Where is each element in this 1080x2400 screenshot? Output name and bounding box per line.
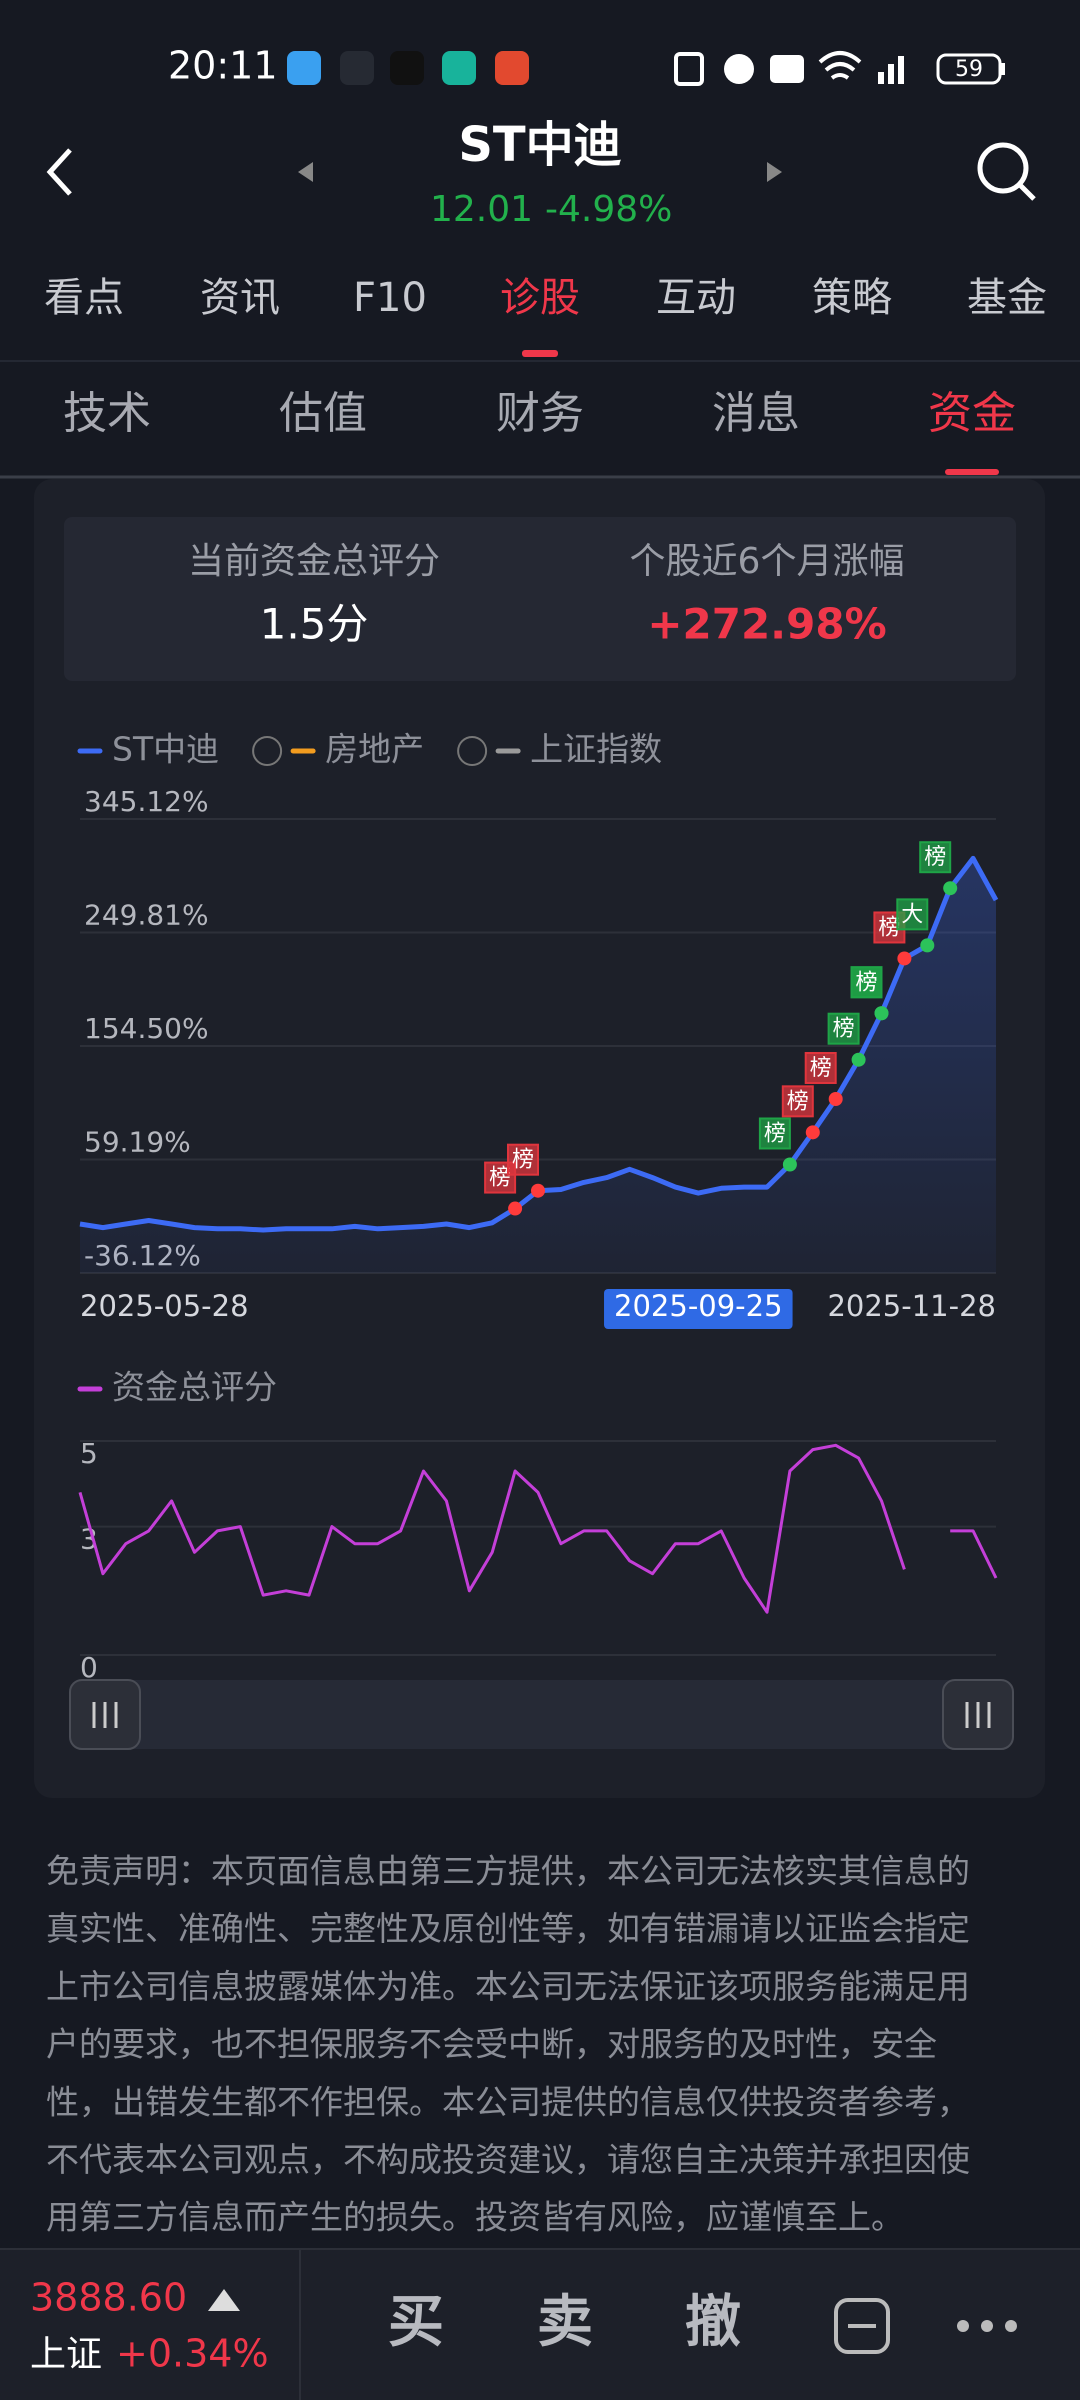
badge-label: 榜 — [855, 970, 877, 995]
back-button[interactable] — [46, 148, 72, 196]
slider-handle[interactable] — [69, 1679, 141, 1750]
y-tick-label: 249.81% — [84, 899, 209, 932]
line — [78, 1443, 998, 1614]
search-button[interactable] — [977, 142, 1036, 201]
slider-handle[interactable] — [942, 1679, 1014, 1750]
score-label: 当前资金总评分 — [188, 541, 440, 582]
badge-label: 榜 — [787, 1089, 809, 1114]
up-arrow — [208, 2289, 240, 2311]
tab[interactable]: 看点 — [44, 275, 124, 321]
tab-indicator — [522, 350, 558, 357]
subtab[interactable]: 估值 — [279, 388, 367, 439]
subtab[interactable]: 财务 — [496, 388, 584, 439]
next-stock[interactable] — [767, 162, 782, 182]
y-tick-label: 154.50% — [84, 1012, 209, 1045]
tab[interactable]: 互动 — [656, 275, 736, 321]
subtab-indicator — [945, 469, 999, 475]
more-button[interactable] — [957, 2320, 1017, 2332]
index-change: +0.34% — [116, 2332, 269, 2376]
tab[interactable]: F10 — [353, 275, 427, 321]
stock-change: -4.98% — [545, 189, 672, 230]
area — [80, 858, 996, 1273]
tab[interactable]: 资讯 — [200, 275, 280, 321]
status-time: 20:11 — [168, 44, 278, 88]
legend-toggle[interactable] — [252, 736, 283, 766]
tab[interactable]: 基金 — [967, 275, 1047, 321]
badge — [507, 1143, 539, 1176]
stock-title: ST中迪 — [458, 117, 621, 173]
trade-button[interactable]: 卖 — [537, 2290, 593, 2355]
badge-label: 大 — [901, 902, 923, 927]
subtab[interactable]: 消息 — [712, 388, 800, 439]
badge — [781, 1085, 814, 1118]
index-name: 上证 — [30, 2334, 102, 2375]
subtab[interactable]: 技术 — [63, 388, 151, 439]
summary-box — [64, 517, 1016, 681]
disclaimer-line: 不代表本公司观点，不构成投资建议，请您自主决策并承担因使 — [46, 2140, 970, 2179]
badge — [896, 898, 929, 931]
event-dot — [920, 938, 935, 953]
y-tick-label: 0 — [80, 1651, 98, 1684]
y-tick-label: 3 — [80, 1523, 98, 1556]
stock-price: 12.01 — [430, 189, 533, 230]
x-tick-label: 2025-09-25 — [614, 1289, 783, 1323]
tab[interactable]: 诊股 — [500, 275, 580, 321]
badge-label: 榜 — [489, 1166, 511, 1191]
event-dot — [851, 1052, 866, 1067]
legend-label[interactable]: 上证指数 — [530, 730, 662, 769]
badge — [850, 966, 883, 999]
disclaimer-line: 户的要求，也不担保服务不会受中断，对服务的及时性，安全 — [46, 2025, 937, 2064]
y-tick-label: 345.12% — [84, 785, 209, 818]
x-tick-label: 2025-11-28 — [827, 1289, 996, 1323]
disclaimer-line: 上市公司信息披露媒体为准。本公司无法保证该项服务能满足用 — [46, 1967, 970, 2006]
event-dot — [897, 951, 912, 966]
badge-label: 榜 — [878, 915, 900, 940]
legend-label[interactable]: 房地产 — [325, 730, 424, 769]
disclaimer-line: 用第三方信息而产生的损失。投资皆有风险，应谨慎至上。 — [46, 2198, 904, 2237]
prev-stock[interactable] — [298, 162, 313, 182]
event-dot — [874, 1006, 889, 1021]
status-icons — [287, 51, 1005, 86]
trade-button[interactable]: 买 — [388, 2290, 444, 2355]
event-dot — [508, 1201, 523, 1216]
badge-label: 榜 — [512, 1148, 534, 1173]
y-tick-label: 5 — [80, 1437, 98, 1470]
event-dot — [531, 1183, 545, 1198]
event-dot — [943, 881, 958, 896]
badge — [827, 1012, 860, 1045]
event-dot — [782, 1157, 797, 1172]
highlight-box — [604, 1289, 793, 1329]
badge-label: 榜 — [924, 845, 946, 870]
score-value: 1.5分 — [260, 600, 369, 649]
gain-value: +272.98% — [647, 600, 886, 649]
index-value: 3888.60 — [30, 2276, 187, 2320]
disclaimer-line: 免责声明：本页面信息由第三方提供，本公司无法核实其信息的 — [46, 1852, 970, 1891]
disclaimer-line: 性，出错发生都不作担保。本公司提供的信息仅供投资者参考， — [46, 2082, 970, 2121]
x-tick-label: 2025-05-28 — [80, 1289, 249, 1323]
position-button[interactable] — [834, 2298, 890, 2354]
event-dot — [828, 1091, 843, 1106]
badge-label: 榜 — [764, 1121, 786, 1146]
badge-label: 榜 — [810, 1056, 832, 1081]
badge — [804, 1051, 837, 1084]
disclaimer-line: 真实性、准确性、完整性及原创性等，如有错漏请以证监会指定 — [46, 1909, 970, 1948]
badge — [758, 1117, 791, 1150]
range-slider[interactable] — [70, 1680, 1013, 1749]
tab[interactable]: 策略 — [812, 275, 892, 321]
badge-label: 榜 — [833, 1017, 855, 1042]
battery-level: 59 — [955, 57, 983, 82]
legend-label[interactable]: ST中迪 — [112, 730, 219, 769]
badge — [919, 841, 952, 874]
y-tick-label: 59.19% — [84, 1126, 191, 1159]
bottom-bar — [0, 2249, 1080, 2400]
gain-label: 个股近6个月涨幅 — [630, 541, 905, 582]
subtab[interactable]: 资金 — [928, 388, 1016, 439]
event-dot — [805, 1125, 820, 1140]
trade-button[interactable]: 撤 — [685, 2290, 741, 2355]
legend-label[interactable]: 资金总评分 — [112, 1368, 277, 1407]
legend-toggle[interactable] — [457, 736, 488, 766]
